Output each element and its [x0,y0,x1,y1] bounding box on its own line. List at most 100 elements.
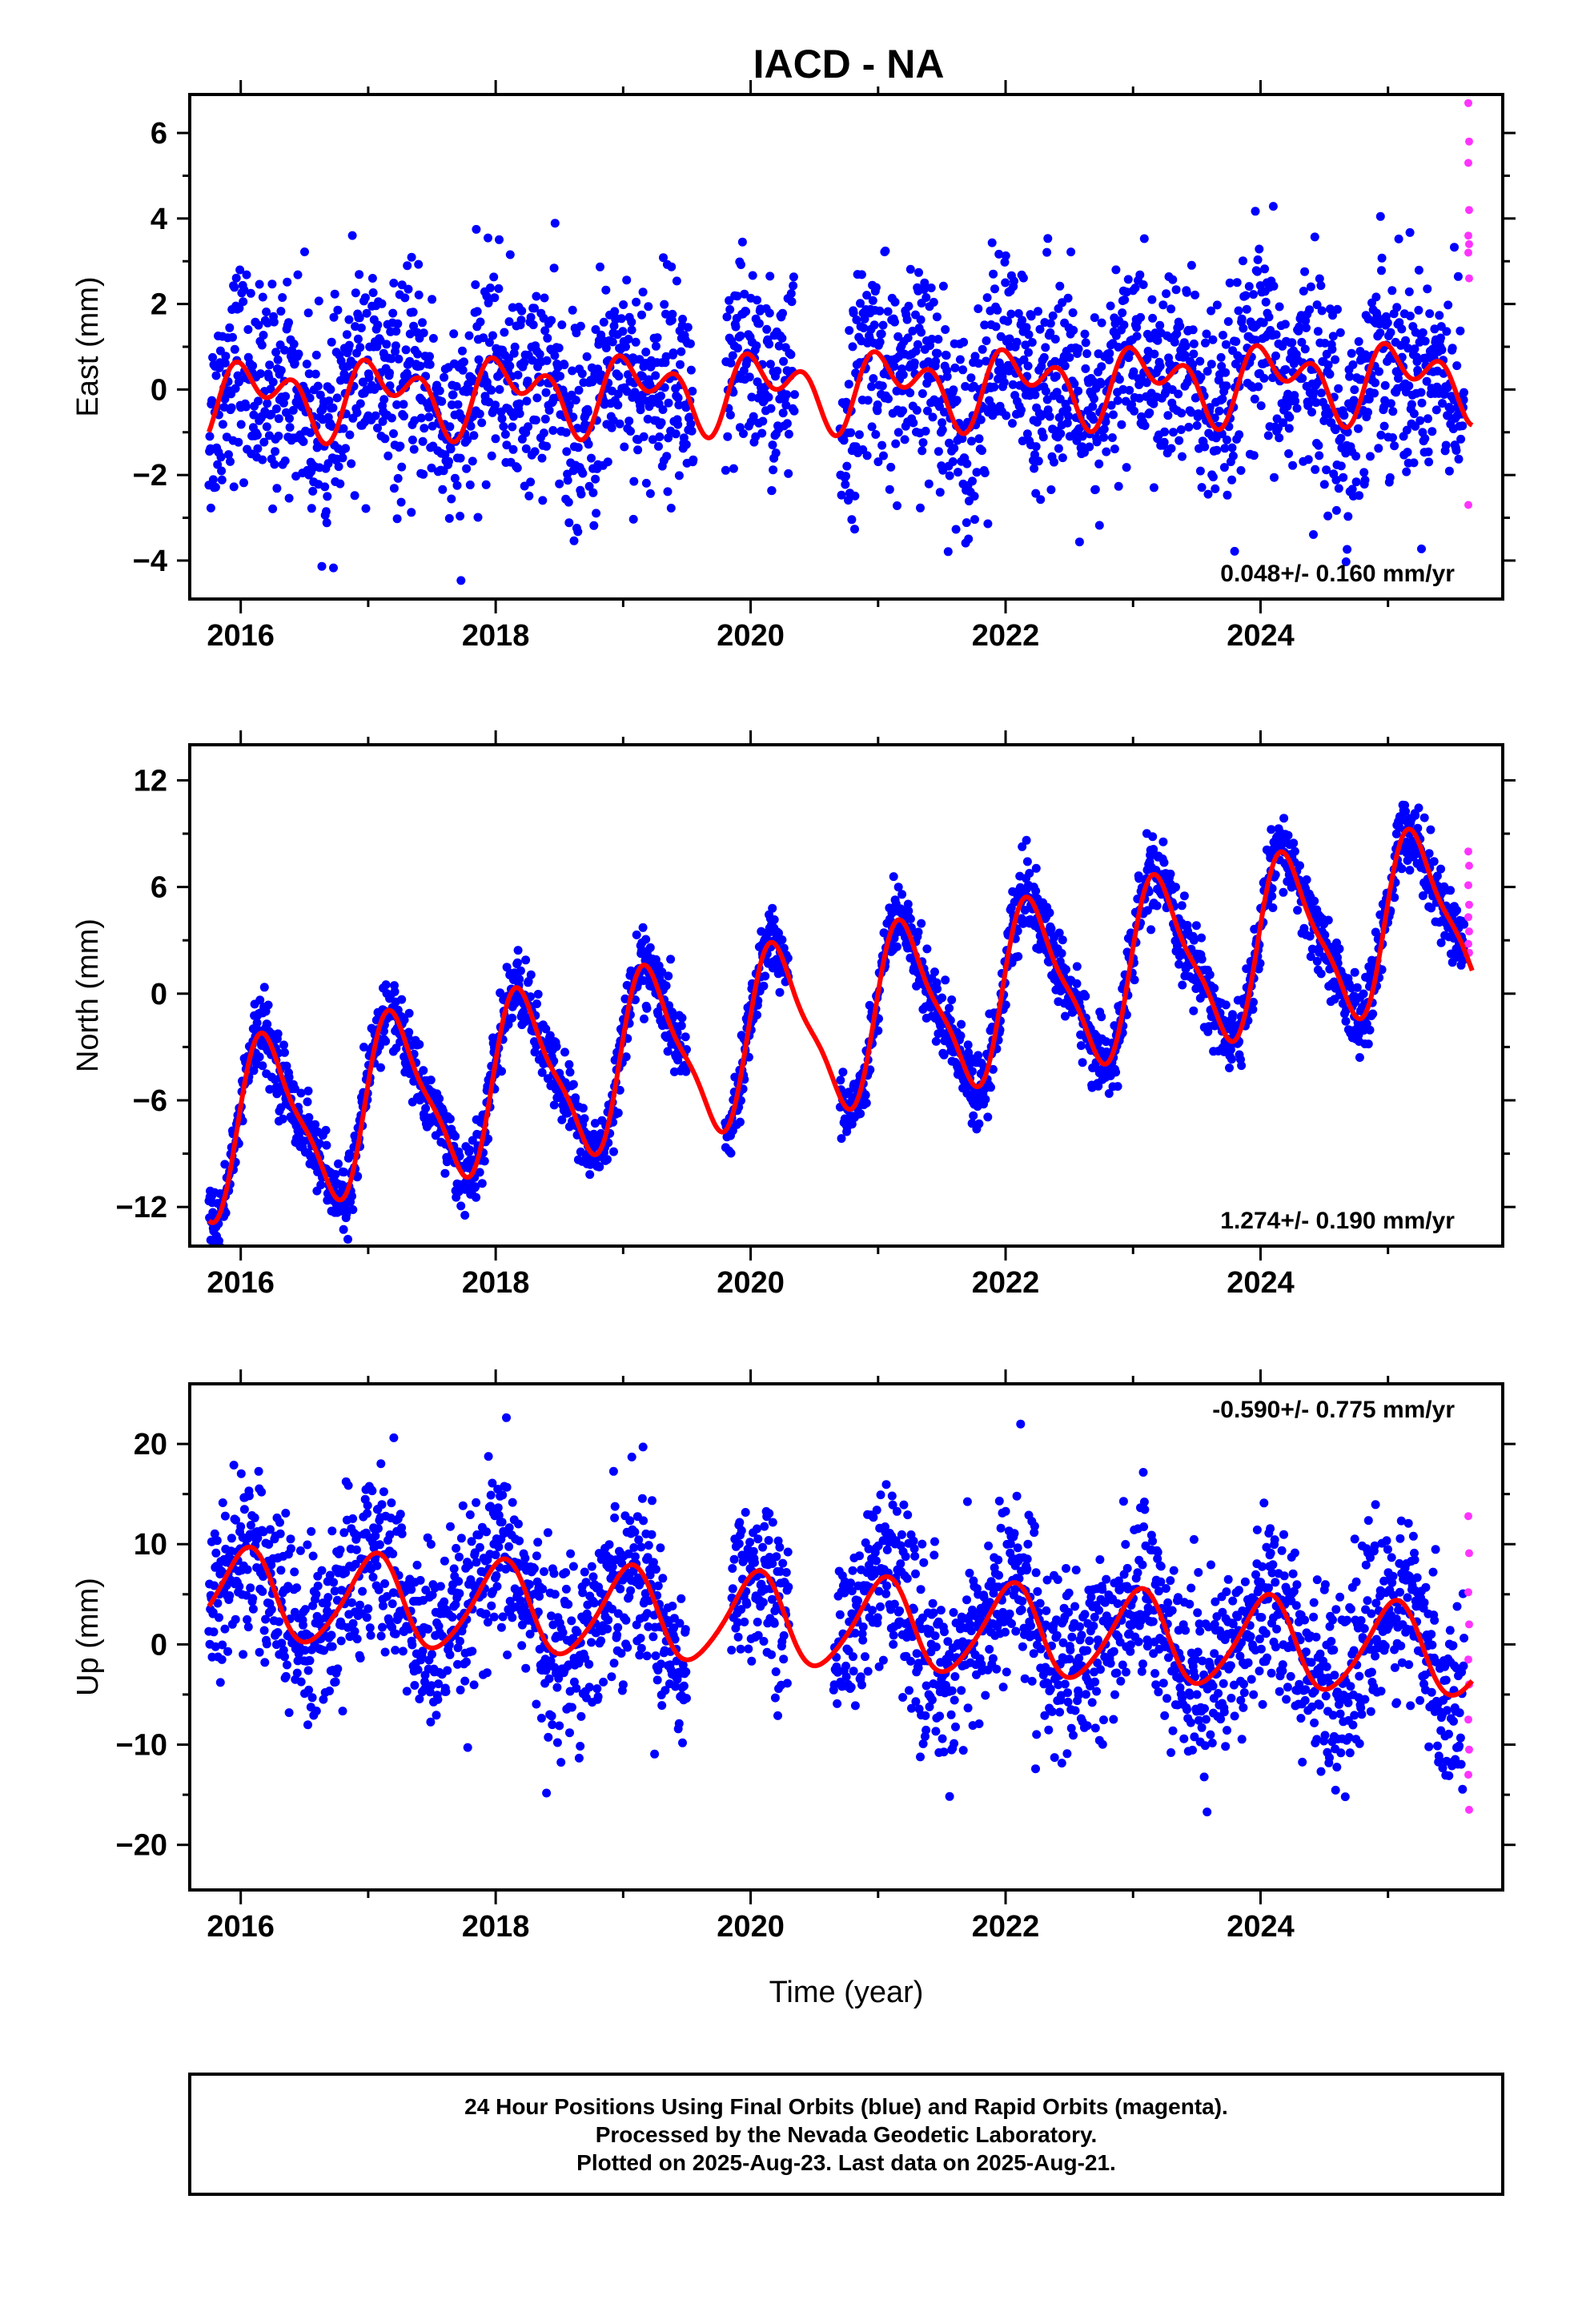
data-point [1195,466,1205,476]
data-point [1136,312,1146,322]
data-point [353,1172,363,1181]
data-point [241,402,251,412]
data-point [1363,1039,1373,1049]
data-point [658,405,668,414]
data-point [268,377,278,387]
data-point [284,318,293,328]
data-point [327,337,336,347]
data-point [677,1021,686,1031]
data-point [1314,440,1323,450]
data-point [1431,405,1441,415]
data-point [1316,281,1326,291]
data-point [1256,401,1266,411]
data-point [994,249,1004,259]
data-point [303,1097,312,1107]
data-point [917,446,927,456]
data-point [733,344,742,353]
data-point [545,1031,555,1040]
rapid-point [1465,274,1473,283]
data-point [1307,944,1317,954]
data-point [1219,331,1227,340]
data-point [1130,406,1139,416]
data-point [591,474,600,484]
data-point [1150,349,1159,359]
data-point [1232,278,1242,287]
data-point [504,317,514,327]
data-point [1295,861,1304,870]
data-point [1320,339,1330,348]
data-point [327,422,337,431]
data-point [460,357,468,367]
rapid-point [1465,239,1473,248]
data-point [967,1067,977,1076]
data-point [1036,495,1046,505]
data-point [217,466,227,476]
data-point [665,1001,674,1011]
data-point [456,576,466,585]
data-point [1385,472,1395,482]
rapid-point [1465,900,1473,909]
data-point [1022,429,1032,439]
data-point [966,373,976,383]
data-point [311,369,320,379]
data-point [1387,286,1397,296]
data-point [884,394,893,404]
data-point [484,298,493,308]
data-point [893,883,903,892]
data-point [1328,311,1337,320]
data-point [1325,369,1335,379]
data-point [1237,314,1247,324]
data-point [500,429,510,439]
data-point [1317,306,1327,316]
data-point [1237,1061,1247,1071]
data-point [1192,420,1202,430]
data-point [211,371,221,380]
data-point [1221,368,1231,377]
data-point [263,1000,273,1010]
data-point [1022,857,1032,866]
data-point [1221,340,1231,349]
data-point [1452,361,1462,371]
y-axis-label: East (mm) [71,276,105,416]
data-point [890,317,899,327]
data-point [418,436,428,446]
data-point [603,1155,612,1164]
data-point [530,447,540,456]
data-point [654,441,663,451]
data-point [265,1084,275,1094]
data-point [645,943,655,952]
data-point [689,455,698,464]
data-point [213,460,223,469]
data-point [252,430,262,440]
data-point [1414,305,1423,315]
data-point [548,426,558,435]
data-point [487,385,496,395]
data-point [1413,823,1423,833]
data-point [1270,472,1279,482]
data-point [239,285,249,295]
data-point [1420,336,1430,346]
data-point [1283,389,1293,399]
data-point [1175,321,1185,331]
data-point [490,293,500,303]
data-point [1339,472,1348,482]
data-point [512,463,522,472]
data-point [300,247,309,256]
data-point [397,995,407,1004]
data-point [1014,951,1023,961]
data-point [1068,308,1078,317]
data-point [414,259,424,269]
data-point [1376,430,1386,440]
data-point [1241,291,1251,300]
data-point [474,355,484,364]
data-point [255,1052,264,1062]
data-point [1134,874,1144,883]
data-point [435,1094,444,1104]
data-point [867,422,877,432]
data-point [836,1076,845,1085]
data-point [676,360,685,369]
data-point [1223,317,1233,326]
data-point [941,325,950,334]
data-point [938,993,947,1003]
data-point [1153,336,1162,345]
